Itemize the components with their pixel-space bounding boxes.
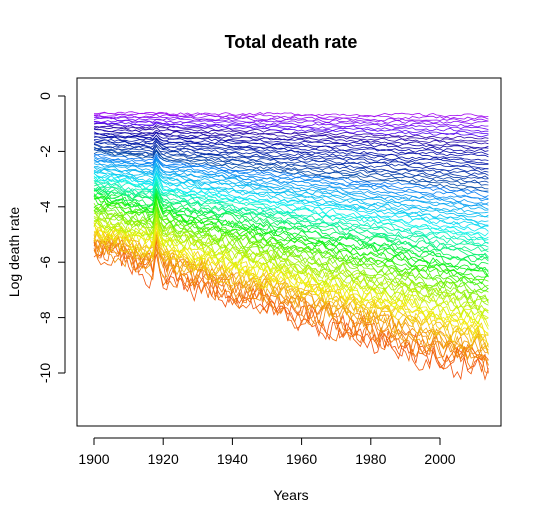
x-axis: 1900 1920 1940 1960 1980 2000 bbox=[78, 438, 455, 467]
x-tick-label: 2000 bbox=[424, 451, 455, 467]
x-tick-label: 1920 bbox=[148, 451, 179, 467]
y-axis: 0 -2 -4 -6 -8 -10 bbox=[37, 92, 65, 383]
y-tick-label: -2 bbox=[37, 145, 53, 158]
series-layer bbox=[94, 112, 488, 380]
y-tick-label: -4 bbox=[37, 200, 53, 213]
x-tick-label: 1980 bbox=[355, 451, 386, 467]
plot-frame bbox=[77, 78, 501, 426]
x-tick-label: 1940 bbox=[217, 451, 248, 467]
chart-title: Total death rate bbox=[225, 32, 358, 52]
y-tick-label: 0 bbox=[37, 92, 53, 100]
y-tick-label: -10 bbox=[37, 363, 53, 383]
x-axis-label: Years bbox=[273, 487, 308, 503]
x-tick-label: 1900 bbox=[78, 451, 109, 467]
x-tick-label: 1960 bbox=[286, 451, 317, 467]
y-axis-label: Log death rate bbox=[6, 207, 22, 298]
y-tick-label: -6 bbox=[37, 256, 53, 269]
y-tick-label: -8 bbox=[37, 311, 53, 324]
